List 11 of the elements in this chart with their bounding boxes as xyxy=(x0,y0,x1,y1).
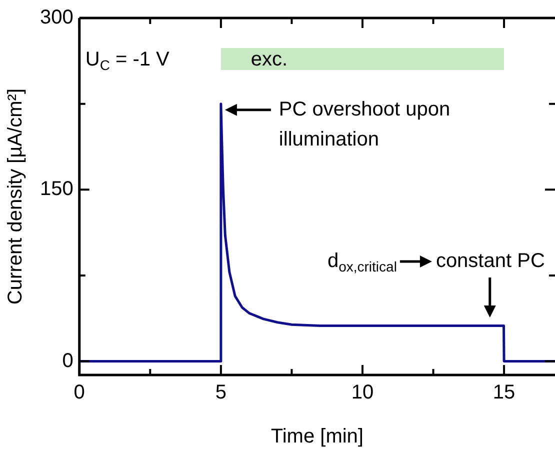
y-tick-label: 150 xyxy=(40,178,74,200)
annotation: constant PC xyxy=(436,250,545,272)
x-tick-label: 10 xyxy=(351,382,374,404)
annotation: PC overshoot upon illumination xyxy=(278,98,450,150)
x-tick-label: 15 xyxy=(492,382,516,404)
x-tick-label: 5 xyxy=(215,382,226,404)
x-axis-title: Time [min] xyxy=(270,426,364,448)
y-tick-label: 300 xyxy=(40,6,74,29)
band-label: exc. xyxy=(250,48,288,71)
y-tick-label: 0 xyxy=(62,350,74,372)
y-axis-title: Current density [µA/cm²] xyxy=(4,88,27,305)
